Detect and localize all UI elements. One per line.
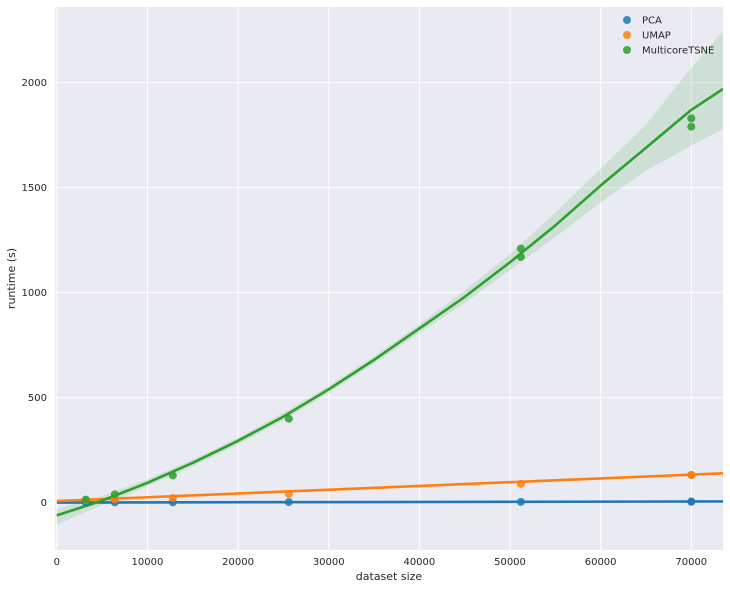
- multicoretsne-legend-label: MulticoreTSNE: [642, 46, 714, 57]
- x-gridlines: [56, 7, 692, 550]
- x-tick-label: 30000: [313, 557, 345, 568]
- umap-legend-marker: [623, 31, 631, 39]
- multicoretsne-data-point: [284, 414, 293, 423]
- pca-data-point: [687, 497, 696, 506]
- pca-data-point: [284, 498, 293, 507]
- y-tick-labels: 0 500 1000 1500 2000: [22, 78, 47, 509]
- umap-data-point: [284, 489, 293, 498]
- y-tick-label: 1500: [22, 183, 47, 194]
- y-tick-label: 0: [41, 498, 47, 509]
- x-tick-label: 20000: [222, 557, 254, 568]
- pca-data-point: [516, 497, 525, 506]
- multicoretsne-data-point: [687, 114, 696, 123]
- y-tick-label: 2000: [22, 78, 47, 89]
- x-tick-label: 50000: [494, 557, 526, 568]
- plot-area: [55, 7, 723, 550]
- umap-data-point: [168, 494, 177, 503]
- umap-data-point: [516, 479, 525, 488]
- y-tick-label: 500: [28, 393, 47, 404]
- x-tick-label: 70000: [675, 557, 707, 568]
- legend: PCA UMAP MulticoreTSNE: [623, 16, 714, 57]
- data-points: [81, 114, 696, 507]
- multicoretsne-data-point: [516, 244, 525, 253]
- x-tick-label: 0: [54, 557, 60, 568]
- umap-legend-label: UMAP: [642, 31, 671, 42]
- multicoretsne-data-point: [168, 471, 177, 480]
- pca-legend-label: PCA: [642, 16, 662, 27]
- multicoretsne-data-point: [81, 495, 90, 504]
- multicoretsne-legend-marker: [623, 46, 631, 54]
- y-tick-label: 1000: [22, 288, 47, 299]
- multicoretsne-data-point: [516, 252, 525, 261]
- umap-data-point: [687, 471, 696, 480]
- multicoretsne-data-point: [110, 490, 119, 499]
- pca-regression-line: [56, 500, 723, 504]
- x-axis-label: dataset size: [356, 570, 423, 583]
- y-axis-label: runtime (s): [5, 248, 18, 309]
- pca-legend-marker: [623, 16, 631, 24]
- multicoretsne-data-point: [687, 122, 696, 131]
- x-tick-label: 10000: [132, 557, 164, 568]
- x-tick-labels: 0 10000 20000 30000 40000 50000 60000 70000: [54, 557, 708, 568]
- umap-regression-line: [56, 472, 723, 503]
- x-tick-label: 60000: [585, 557, 617, 568]
- x-tick-label: 40000: [403, 557, 435, 568]
